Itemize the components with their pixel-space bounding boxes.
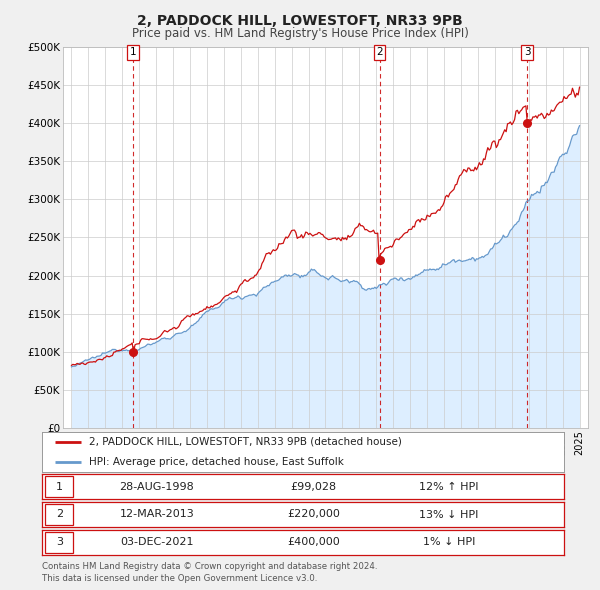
Text: 3: 3 bbox=[524, 47, 530, 57]
Text: Contains HM Land Registry data © Crown copyright and database right 2024.
This d: Contains HM Land Registry data © Crown c… bbox=[42, 562, 377, 583]
FancyBboxPatch shape bbox=[44, 532, 73, 553]
Text: 1% ↓ HPI: 1% ↓ HPI bbox=[423, 537, 475, 547]
Text: 1: 1 bbox=[130, 47, 137, 57]
FancyBboxPatch shape bbox=[44, 476, 73, 497]
Text: 2, PADDOCK HILL, LOWESTOFT, NR33 9PB (detached house): 2, PADDOCK HILL, LOWESTOFT, NR33 9PB (de… bbox=[89, 437, 402, 447]
Text: Price paid vs. HM Land Registry's House Price Index (HPI): Price paid vs. HM Land Registry's House … bbox=[131, 27, 469, 40]
Text: £99,028: £99,028 bbox=[290, 482, 337, 491]
Text: 12-MAR-2013: 12-MAR-2013 bbox=[119, 510, 194, 519]
Text: 2: 2 bbox=[56, 510, 63, 519]
Text: HPI: Average price, detached house, East Suffolk: HPI: Average price, detached house, East… bbox=[89, 457, 344, 467]
Text: 3: 3 bbox=[56, 537, 63, 547]
Text: 03-DEC-2021: 03-DEC-2021 bbox=[120, 537, 194, 547]
Text: 2, PADDOCK HILL, LOWESTOFT, NR33 9PB: 2, PADDOCK HILL, LOWESTOFT, NR33 9PB bbox=[137, 14, 463, 28]
FancyBboxPatch shape bbox=[44, 504, 73, 525]
Text: £220,000: £220,000 bbox=[287, 510, 340, 519]
Text: 2: 2 bbox=[376, 47, 383, 57]
Text: 12% ↑ HPI: 12% ↑ HPI bbox=[419, 482, 479, 491]
Text: 1: 1 bbox=[56, 482, 63, 491]
Text: 13% ↓ HPI: 13% ↓ HPI bbox=[419, 510, 479, 519]
Text: 28-AUG-1998: 28-AUG-1998 bbox=[119, 482, 194, 491]
Text: £400,000: £400,000 bbox=[287, 537, 340, 547]
